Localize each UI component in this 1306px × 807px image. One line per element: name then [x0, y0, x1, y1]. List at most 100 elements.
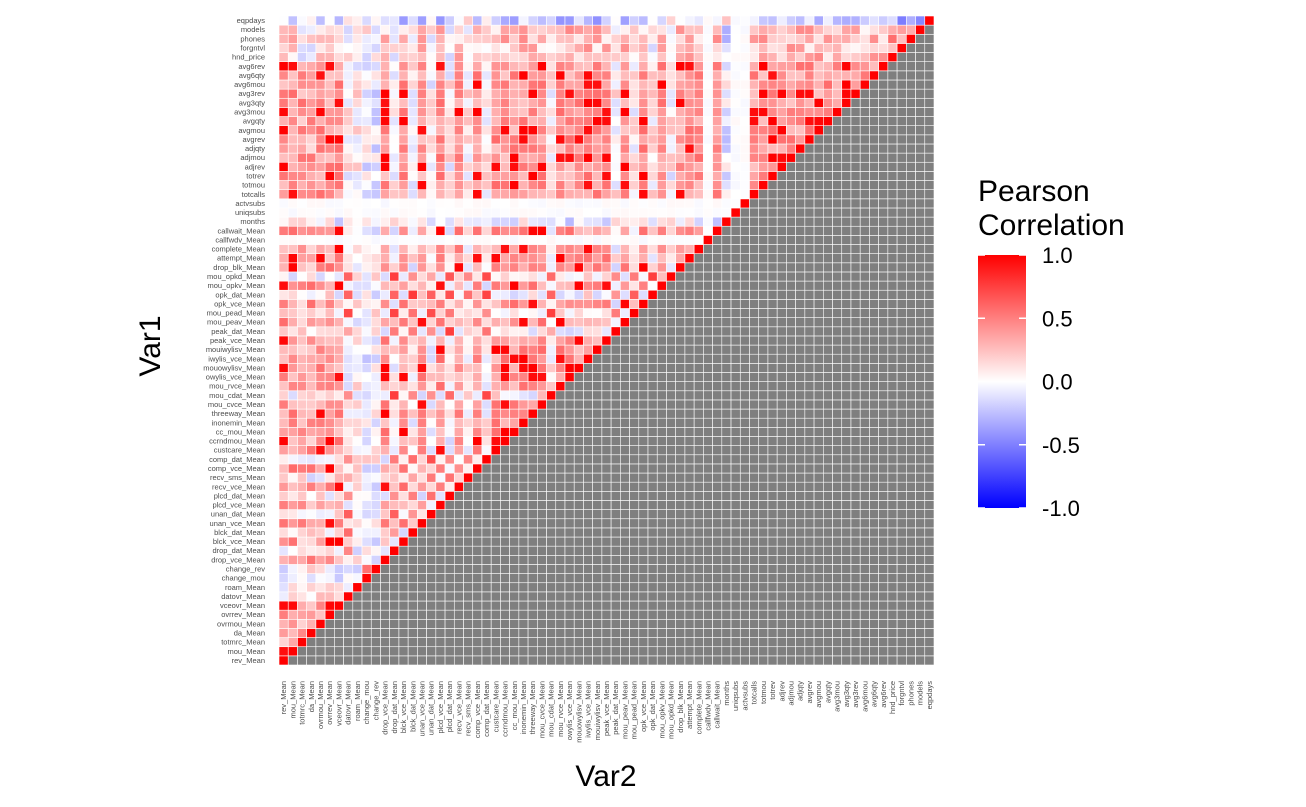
heatmap-cell: [500, 225, 510, 236]
heatmap-cell: [693, 143, 704, 154]
heatmap-cell: [656, 216, 667, 227]
heatmap-cell-upper: [537, 555, 547, 565]
heatmap-cell-upper: [334, 618, 344, 629]
heatmap-cell: [297, 344, 307, 355]
heatmap-cell: [518, 308, 529, 318]
heatmap-cell: [564, 225, 575, 236]
heatmap-cell: [573, 207, 584, 218]
heatmap-cell-upper: [389, 628, 400, 638]
heatmap-cell: [463, 262, 474, 273]
heatmap-cell-upper: [804, 472, 815, 483]
heatmap-cell: [490, 24, 501, 35]
heatmap-cell-upper: [537, 527, 547, 538]
heatmap-cell: [500, 399, 510, 410]
heatmap-cell-upper: [841, 390, 852, 401]
heatmap-cell-upper: [795, 317, 806, 328]
heatmap-cell: [472, 280, 483, 291]
heatmap-cell: [490, 289, 501, 300]
heatmap-cell-upper: [859, 454, 870, 465]
heatmap-cell-upper: [887, 180, 898, 190]
heatmap-cell: [444, 198, 455, 209]
heatmap-cell: [601, 271, 612, 282]
heatmap-cell: [278, 353, 289, 364]
heatmap-cell: [500, 344, 510, 355]
heatmap-cell: [370, 399, 381, 410]
heatmap-cell-upper: [703, 399, 713, 410]
heatmap-cell: [481, 326, 492, 337]
heatmap-cell: [481, 134, 492, 145]
heatmap-cell: [703, 171, 713, 181]
heatmap-cell: [315, 88, 326, 99]
heatmap-cell: [583, 15, 593, 26]
heatmap-cell-upper: [684, 564, 695, 574]
heatmap-cell-upper: [398, 555, 409, 565]
heatmap-cell-upper: [361, 591, 372, 602]
heatmap-cell-upper: [435, 555, 446, 565]
heatmap-cell-upper: [767, 509, 778, 520]
heatmap-cell: [647, 244, 658, 254]
heatmap-cell-upper: [703, 308, 713, 318]
heatmap-cell: [352, 335, 363, 346]
heatmap-cell-upper: [693, 509, 704, 520]
heatmap-cell-upper: [417, 637, 427, 648]
heatmap-cell-upper: [334, 637, 344, 648]
heatmap-cell-upper: [795, 609, 806, 620]
heatmap-cell: [278, 225, 289, 236]
heatmap-cell: [435, 399, 446, 410]
heatmap-cell: [352, 481, 363, 492]
heatmap-cell: [693, 97, 704, 108]
heatmap-cell-upper: [906, 417, 916, 428]
heatmap-cell: [610, 244, 621, 254]
heatmap-cell: [287, 70, 298, 81]
heatmap-cell-upper: [656, 308, 667, 318]
heatmap-cell: [361, 372, 372, 382]
heatmap-cell: [712, 116, 723, 126]
heatmap-cell-upper: [297, 646, 307, 657]
heatmap-cell: [324, 97, 335, 108]
heatmap-cell: [361, 326, 372, 337]
heatmap-cell-upper: [887, 564, 898, 574]
heatmap-cell: [389, 189, 400, 200]
heatmap-cell: [287, 61, 298, 72]
heatmap-cell-upper: [583, 527, 593, 538]
heatmap-cell-upper: [804, 262, 815, 273]
heatmap-cell: [509, 280, 520, 291]
heatmap-cell: [878, 52, 889, 63]
heatmap-cell-upper: [417, 618, 427, 629]
heatmap-cell: [527, 408, 538, 419]
heatmap-cell: [453, 79, 464, 90]
heatmap-cell: [656, 143, 667, 154]
heatmap-cell: [426, 216, 437, 227]
heatmap-cell-upper: [739, 527, 750, 538]
heatmap-cell: [490, 363, 501, 373]
heatmap-cell-upper: [749, 618, 760, 629]
heatmap-cell-upper: [749, 198, 760, 209]
heatmap-cell: [518, 189, 529, 200]
heatmap-cell: [813, 52, 824, 63]
heatmap-cell-upper: [675, 545, 686, 556]
heatmap-cell: [620, 235, 630, 245]
heatmap-cell-upper: [537, 600, 547, 611]
heatmap-cell-upper: [601, 427, 612, 437]
heatmap-cell-upper: [850, 408, 861, 419]
heatmap-cell-upper: [583, 655, 593, 666]
heatmap-cell-upper: [343, 609, 354, 620]
heatmap-cell-upper: [490, 628, 501, 638]
heatmap-cell-upper: [739, 299, 750, 309]
heatmap-cell: [453, 253, 464, 264]
heatmap-cell: [297, 262, 307, 273]
heatmap-cell: [426, 417, 437, 428]
heatmap-cell-upper: [712, 609, 723, 620]
heatmap-cell: [407, 125, 418, 136]
heatmap-cell-upper: [712, 244, 723, 254]
heatmap-cell: [380, 527, 391, 538]
heatmap-cell: [500, 317, 510, 328]
heatmap-cell: [509, 198, 520, 209]
heatmap-cell-upper: [656, 427, 667, 437]
heatmap-cell: [389, 408, 400, 419]
heatmap-cell: [721, 52, 732, 63]
heatmap-cell-upper: [684, 445, 695, 456]
heatmap-cell-upper: [869, 308, 879, 318]
heatmap-cell: [500, 125, 510, 136]
heatmap-cell-upper: [564, 436, 575, 446]
